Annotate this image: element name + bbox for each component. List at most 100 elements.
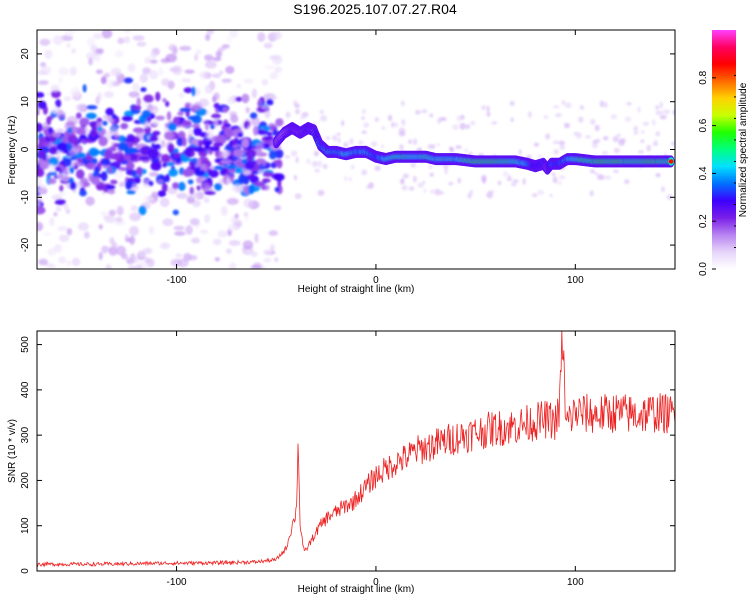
noise-cell <box>249 112 258 119</box>
noise-cell <box>132 105 142 110</box>
noise-cell <box>456 115 462 122</box>
noise-cell <box>221 205 228 216</box>
noise-cell <box>612 135 619 143</box>
noise-cell <box>157 179 164 184</box>
noise-cell <box>139 156 150 161</box>
noise-cell <box>149 135 159 143</box>
noise-cell <box>522 178 526 185</box>
noise-cell <box>203 196 209 204</box>
noise-cell <box>452 124 459 131</box>
noise-cell <box>134 264 143 269</box>
noise-cell <box>38 102 44 108</box>
noise-cell <box>211 113 221 119</box>
noise-cell <box>188 254 198 261</box>
noise-cell <box>226 96 235 105</box>
noise-cell <box>175 253 182 258</box>
noise-cell <box>37 92 45 98</box>
noise-cell <box>370 141 378 147</box>
noise-cell <box>63 96 72 102</box>
noise-cell <box>65 260 72 267</box>
noise-cell <box>442 117 447 121</box>
noise-cell <box>206 30 215 36</box>
spectrogram-y-tick-label: 10 <box>20 96 31 108</box>
noise-cell <box>322 163 328 169</box>
noise-cell <box>661 186 665 193</box>
noise-cell <box>165 173 170 183</box>
noise-cell <box>368 182 374 189</box>
noise-cell <box>92 171 98 178</box>
noise-cell <box>58 76 63 84</box>
noise-cell <box>173 152 180 159</box>
noise-cell <box>262 178 271 183</box>
noise-cell <box>48 156 59 166</box>
noise-cell <box>361 116 366 120</box>
noise-cell <box>164 131 174 140</box>
noise-cell <box>54 166 62 172</box>
noise-cell <box>150 161 162 171</box>
noise-cell <box>129 235 136 245</box>
noise-cell <box>251 88 258 99</box>
noise-cell <box>293 174 298 181</box>
colorbar-tick-label: 0.4 <box>698 166 709 180</box>
noise-cell <box>254 233 259 244</box>
noise-cell <box>40 62 47 67</box>
noise-cell <box>221 44 230 49</box>
noise-cell <box>262 125 272 131</box>
noise-cell <box>43 142 50 147</box>
noise-cell <box>70 156 77 161</box>
noise-cell <box>196 176 203 184</box>
noise-cell <box>184 69 195 74</box>
noise-cell <box>108 209 116 217</box>
noise-cell <box>503 171 508 177</box>
noise-cell <box>50 105 59 115</box>
noise-cell <box>38 149 46 159</box>
noise-cell <box>467 192 472 199</box>
noise-cell <box>128 255 140 264</box>
noise-cell <box>98 136 108 147</box>
noise-cell <box>200 182 211 192</box>
noise-cell <box>465 124 470 130</box>
noise-cell <box>268 230 279 236</box>
noise-cell <box>317 160 323 168</box>
noise-cell <box>151 119 160 126</box>
noise-cell <box>189 186 195 195</box>
noise-cell <box>533 142 540 147</box>
noise-cell <box>274 186 280 193</box>
noise-cell <box>245 149 257 159</box>
noise-cell <box>139 73 148 83</box>
noise-cell <box>124 36 130 44</box>
noise-cell <box>142 109 151 118</box>
noise-cell <box>400 178 405 185</box>
noise-cell <box>58 256 67 264</box>
noise-cell <box>348 176 352 183</box>
noise-cell <box>185 147 192 157</box>
spectrogram-x-axis-label: Height of straight line (km) <box>298 284 415 295</box>
noise-cell <box>69 66 77 76</box>
spectrogram-y-axis-label: Frequency (Hz) <box>7 116 18 185</box>
noise-cell <box>194 53 199 62</box>
noise-cell <box>527 111 532 118</box>
noise-cell <box>337 136 341 144</box>
noise-cell <box>293 100 298 107</box>
noise-cell <box>361 108 367 115</box>
noise-cell <box>274 257 279 263</box>
noise-cell <box>75 169 85 180</box>
noise-cell <box>46 116 52 126</box>
noise-cell <box>187 134 193 144</box>
noise-cell <box>250 251 258 258</box>
noise-cell <box>218 70 224 75</box>
noise-cell <box>55 99 62 108</box>
noise-cell <box>189 218 200 226</box>
noise-cell <box>235 96 243 102</box>
noise-cell <box>597 174 604 181</box>
noise-cell <box>63 203 69 210</box>
noise-cell <box>79 189 87 197</box>
noise-cell <box>48 127 53 134</box>
noise-cell <box>486 105 490 113</box>
noise-cell <box>114 118 120 123</box>
noise-cell <box>132 35 145 41</box>
noise-cell <box>96 184 105 191</box>
noise-cell <box>83 231 90 239</box>
noise-cell <box>143 94 154 103</box>
noise-cell <box>448 181 454 186</box>
